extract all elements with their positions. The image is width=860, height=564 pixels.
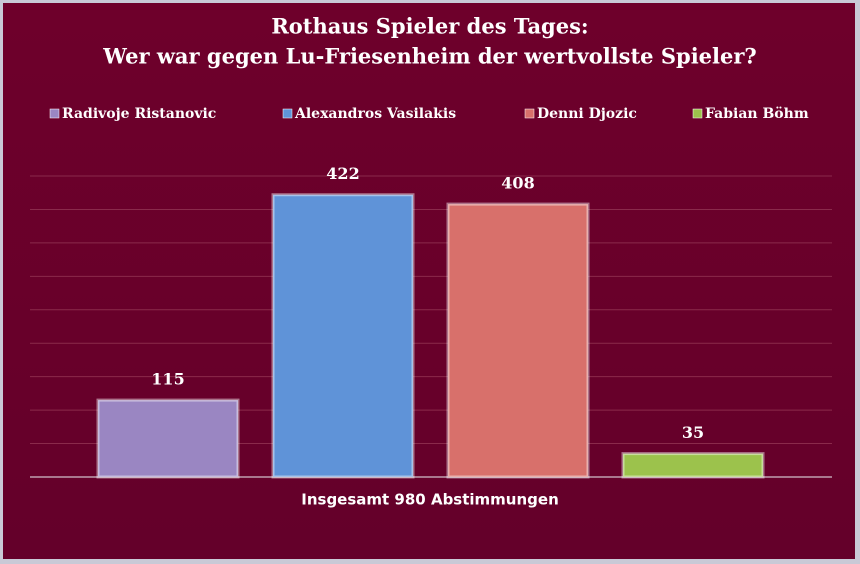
value-label: 422 [326, 164, 359, 183]
value-label: 115 [151, 370, 184, 389]
x-axis-label: Insgesamt 980 Abstimmungen [301, 491, 559, 509]
chart-title: Rothaus Spieler des Tages: [271, 14, 588, 39]
bar [621, 452, 765, 479]
legend-label: Alexandros Vasilakis [294, 106, 456, 122]
legend-label: Denni Djozic [537, 106, 637, 122]
legend-swatch [692, 108, 703, 119]
chart-title: Wer war gegen Lu-Friesenheim der wertvol… [102, 44, 757, 69]
legend-swatch [49, 108, 60, 119]
legend-swatch [524, 108, 535, 119]
value-label: 408 [501, 174, 534, 193]
legend-label: Radivoje Ristanovic [62, 106, 216, 122]
bar [446, 202, 590, 479]
bar [271, 193, 415, 479]
bar [96, 398, 240, 479]
value-label: 35 [682, 423, 704, 442]
legend-swatch [282, 108, 293, 119]
legend-label: Fabian Böhm [705, 106, 809, 122]
